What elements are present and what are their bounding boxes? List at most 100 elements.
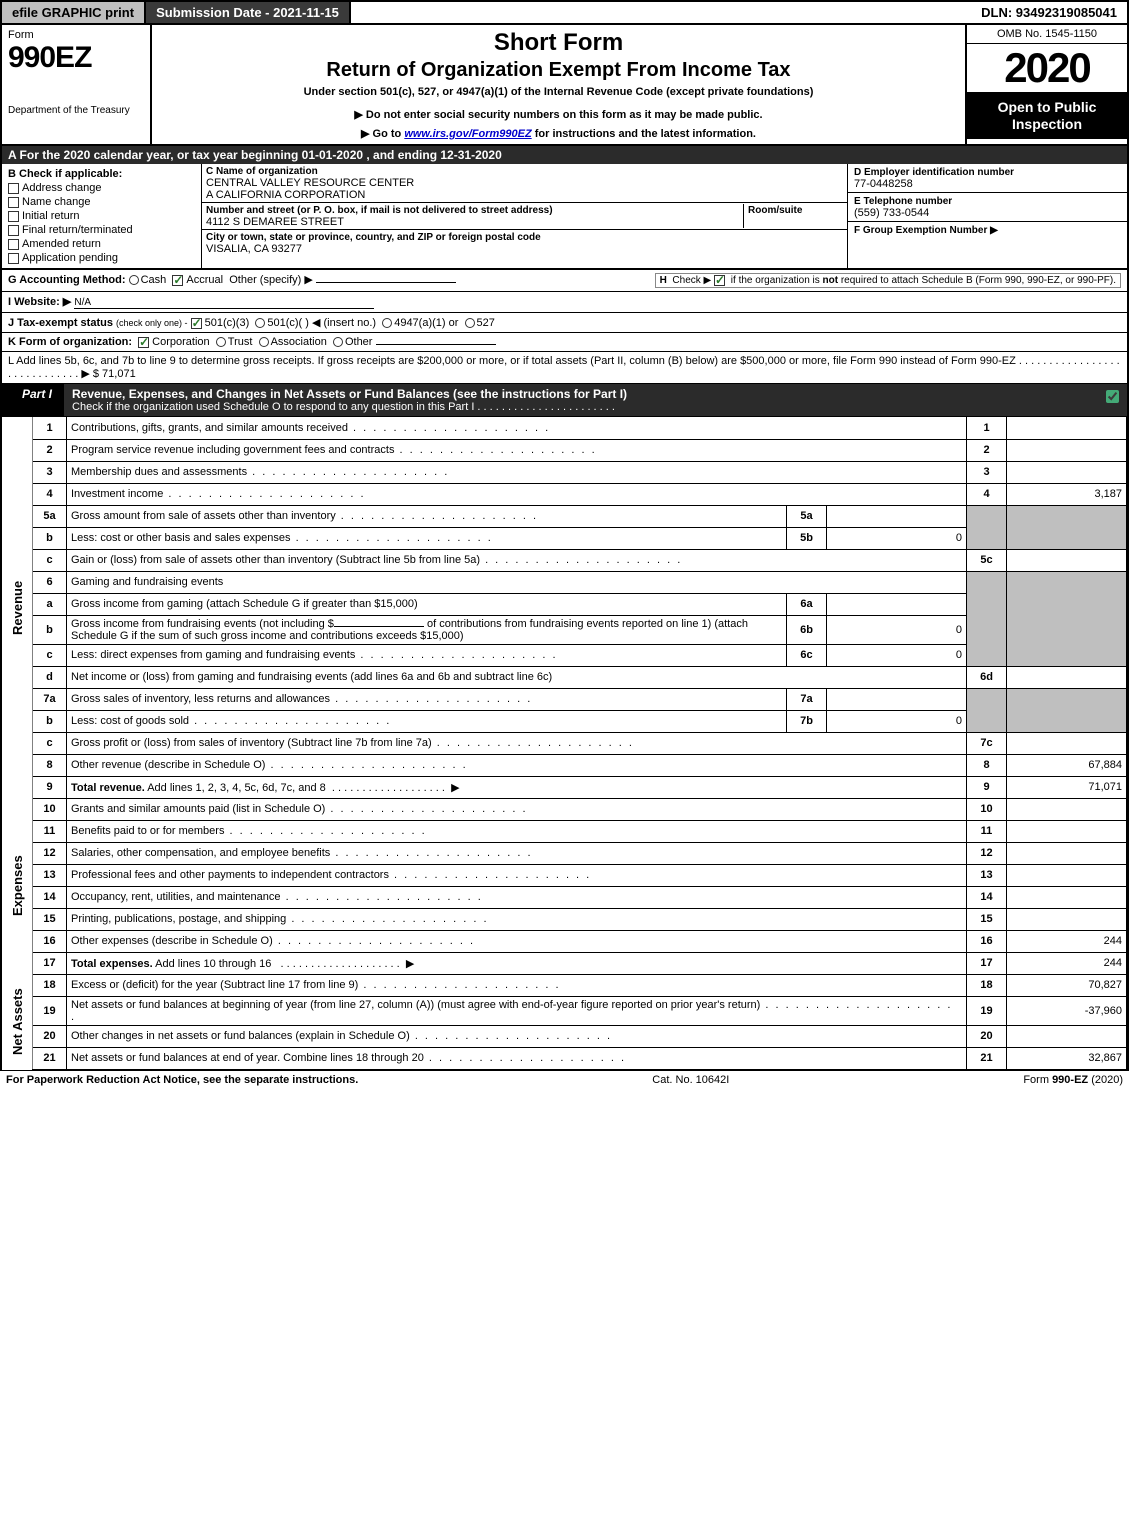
- line-2-desc: Program service revenue including govern…: [67, 439, 967, 461]
- 527-label: 527: [477, 317, 495, 329]
- line-16-rv: 244: [1007, 930, 1127, 952]
- line-6c-desc: Less: direct expenses from gaming and fu…: [67, 644, 787, 666]
- line-21-rn: 21: [967, 1047, 1007, 1069]
- assoc-radio[interactable]: [259, 337, 269, 347]
- 527-radio[interactable]: [465, 318, 475, 328]
- 4947-radio[interactable]: [382, 318, 392, 328]
- l-value: 71,071: [102, 368, 136, 380]
- line-13-desc: Professional fees and other payments to …: [67, 864, 967, 886]
- line-6c-sv: 0: [827, 644, 967, 666]
- line-7c-desc: Gross profit or (loss) from sales of inv…: [67, 732, 967, 754]
- line-10-rn: 10: [967, 798, 1007, 820]
- final-return-checkbox[interactable]: [8, 225, 19, 236]
- efile-print-button[interactable]: efile GRAPHIC print: [2, 2, 146, 23]
- line-13-rn: 13: [967, 864, 1007, 886]
- 501c3-label: 501(c)(3): [205, 317, 250, 329]
- line-5c-rn: 5c: [967, 549, 1007, 571]
- footer-mid: Cat. No. 10642I: [652, 1074, 729, 1086]
- other-specify-input[interactable]: [316, 282, 456, 283]
- line-19-rv: -37,960: [1007, 996, 1127, 1025]
- application-pending-checkbox[interactable]: [8, 253, 19, 264]
- trust-label: Trust: [228, 336, 253, 348]
- line-10-desc: Grants and similar amounts paid (list in…: [67, 798, 967, 820]
- line-8-rv: 67,884: [1007, 754, 1127, 776]
- amended-return-checkbox[interactable]: [8, 239, 19, 250]
- address-change-label: Address change: [22, 182, 102, 194]
- line-1-num: 1: [33, 417, 67, 439]
- name-change-checkbox[interactable]: [8, 197, 19, 208]
- line-12-rn: 12: [967, 842, 1007, 864]
- h-checkbox[interactable]: [714, 275, 725, 286]
- cash-label: Cash: [141, 274, 167, 286]
- line-2-rn: 2: [967, 439, 1007, 461]
- other-org-label: Other: [345, 336, 373, 348]
- line-5c-desc: Gain or (loss) from sale of assets other…: [67, 549, 967, 571]
- line-15-rv: [1007, 908, 1127, 930]
- part1-header: Part I Revenue, Expenses, and Changes in…: [2, 384, 1127, 417]
- other-label: Other (specify) ▶: [229, 274, 313, 286]
- line-10-num: 10: [33, 798, 67, 820]
- initial-return-checkbox[interactable]: [8, 211, 19, 222]
- line-19-desc: Net assets or fund balances at beginning…: [67, 996, 967, 1025]
- footer-left: For Paperwork Reduction Act Notice, see …: [6, 1074, 358, 1086]
- line-4-rv: 3,187: [1007, 483, 1127, 505]
- 501c3-checkbox[interactable]: [191, 318, 202, 329]
- line-4-rn: 4: [967, 483, 1007, 505]
- c-label: C Name of organization: [206, 166, 318, 177]
- 501c-radio[interactable]: [255, 318, 265, 328]
- other-org-radio[interactable]: [333, 337, 343, 347]
- line-7a-sv: [827, 688, 967, 710]
- line-20-num: 20: [33, 1025, 67, 1047]
- revenue-side-label: Revenue: [2, 417, 33, 798]
- title-section: Under section 501(c), 527, or 4947(a)(1)…: [160, 86, 957, 98]
- j-sub: (check only one) -: [116, 318, 188, 328]
- initial-return-label: Initial return: [22, 210, 79, 222]
- corp-checkbox[interactable]: [138, 337, 149, 348]
- street-value: 4112 S DEMAREE STREET: [206, 216, 344, 228]
- line-5a-sub: 5a: [787, 505, 827, 527]
- other-org-input[interactable]: [376, 344, 496, 345]
- line-13-rv: [1007, 864, 1127, 886]
- part1-label: Part I: [2, 384, 64, 416]
- line-16-desc: Other expenses (describe in Schedule O): [67, 930, 967, 952]
- line-6b-blank[interactable]: [334, 626, 424, 627]
- trust-radio[interactable]: [216, 337, 226, 347]
- line-18-rn: 18: [967, 974, 1007, 996]
- period-row: A For the 2020 calendar year, or tax yea…: [0, 146, 1129, 164]
- line-5-grey: [967, 505, 1007, 549]
- org-sub: A CALIFORNIA CORPORATION: [206, 189, 365, 201]
- title-short-form: Short Form: [160, 29, 957, 57]
- e-label: E Telephone number: [854, 196, 952, 207]
- line-6d-rn: 6d: [967, 666, 1007, 688]
- line-6c-num: c: [33, 644, 67, 666]
- title-return: Return of Organization Exempt From Incom…: [160, 59, 957, 82]
- part1-sub: Check if the organization used Schedule …: [72, 401, 1089, 413]
- line-15-desc: Printing, publications, postage, and shi…: [67, 908, 967, 930]
- omb-number: OMB No. 1545-1150: [967, 25, 1127, 44]
- warning-ssn: ▶ Do not enter social security numbers o…: [160, 108, 957, 121]
- irs-link[interactable]: www.irs.gov/Form990EZ: [404, 128, 531, 140]
- accrual-checkbox[interactable]: [172, 275, 183, 286]
- part1-schedO-checkbox[interactable]: [1106, 390, 1119, 403]
- line-8-rn: 8: [967, 754, 1007, 776]
- line-16-num: 16: [33, 930, 67, 952]
- line-7b-sv: 0: [827, 710, 967, 732]
- department-label: Department of the Treasury: [8, 105, 144, 116]
- line-5a-sv: [827, 505, 967, 527]
- form-word: Form: [8, 29, 144, 41]
- phone-value: (559) 733-0544: [854, 207, 929, 219]
- line-5b-sv: 0: [827, 527, 967, 549]
- line-1-rv: [1007, 417, 1127, 439]
- address-change-checkbox[interactable]: [8, 183, 19, 194]
- line-5a-desc: Gross amount from sale of assets other t…: [67, 505, 787, 527]
- line-13-num: 13: [33, 864, 67, 886]
- line-11-rv: [1007, 820, 1127, 842]
- line-6-grey: [967, 571, 1007, 666]
- submission-date-button[interactable]: Submission Date - 2021-11-15: [146, 2, 351, 23]
- line-6c-sub: 6c: [787, 644, 827, 666]
- line-17-rn: 17: [967, 952, 1007, 974]
- cash-radio[interactable]: [129, 275, 139, 285]
- g-label: G Accounting Method:: [8, 274, 126, 286]
- line-7a-num: 7a: [33, 688, 67, 710]
- checkboxes-b: B Check if applicable: Address change Na…: [2, 164, 202, 268]
